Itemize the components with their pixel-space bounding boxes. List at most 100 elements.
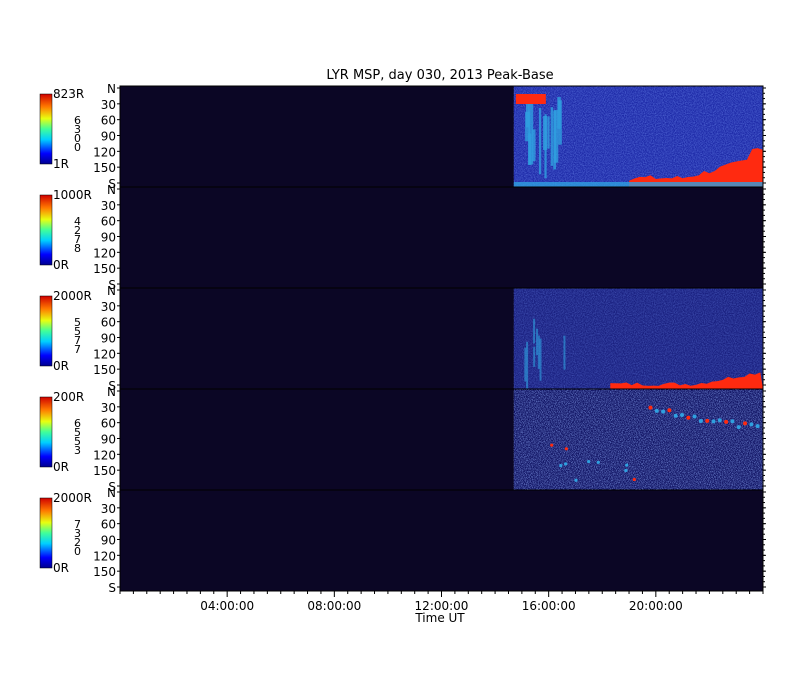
streak bbox=[547, 116, 550, 149]
emission-point bbox=[596, 460, 600, 464]
colorbar-digit: 3 bbox=[74, 123, 81, 136]
y-tick-label: 120 bbox=[93, 246, 116, 260]
emission-point bbox=[654, 408, 659, 413]
colorbar-max-label: 823R bbox=[53, 87, 84, 101]
streak bbox=[533, 346, 536, 367]
streak bbox=[550, 107, 554, 166]
bottom-band bbox=[513, 182, 763, 187]
y-tick-label: 120 bbox=[93, 448, 116, 462]
emission-patch bbox=[515, 94, 546, 104]
y-tick-label: 30 bbox=[101, 199, 116, 213]
colorbar-digit: 5 bbox=[74, 325, 81, 338]
emission-point bbox=[624, 468, 628, 473]
streak bbox=[563, 335, 566, 370]
x-axis-label: Time UT bbox=[414, 611, 465, 625]
y-tick-label: 60 bbox=[101, 114, 116, 128]
y-tick-label: S bbox=[108, 581, 116, 595]
colorbar-digit: 0 bbox=[74, 545, 81, 558]
streak bbox=[528, 133, 532, 166]
colorbar-min-label: 0R bbox=[53, 460, 69, 474]
emission-point bbox=[574, 478, 578, 482]
y-tick-label: N bbox=[107, 82, 116, 96]
y-tick-label: 90 bbox=[101, 534, 116, 548]
colorbar-max-label: 2000R bbox=[53, 491, 92, 505]
emission-point bbox=[550, 443, 554, 447]
colorbar-digit: 5 bbox=[74, 426, 81, 439]
emission-point bbox=[705, 418, 710, 423]
colorbar-digit: 3 bbox=[74, 444, 81, 457]
emission-point bbox=[755, 424, 760, 429]
y-tick-label: 60 bbox=[101, 215, 116, 229]
colorbar bbox=[39, 93, 53, 165]
y-tick-label: 150 bbox=[93, 464, 116, 478]
colorbar bbox=[39, 497, 53, 569]
emission-point bbox=[686, 415, 691, 420]
emission-point bbox=[564, 447, 568, 451]
colorbar-digit: 7 bbox=[74, 343, 81, 356]
emission-point bbox=[559, 463, 563, 468]
y-tick-label: S bbox=[108, 379, 116, 393]
y-tick-label: 150 bbox=[93, 565, 116, 579]
colorbar bbox=[39, 295, 53, 367]
data-speckle bbox=[513, 389, 763, 490]
colorbar-digit: 4 bbox=[74, 215, 81, 228]
y-tick-label: 90 bbox=[101, 130, 116, 144]
y-tick-label: N bbox=[107, 385, 116, 399]
streak bbox=[526, 341, 529, 389]
colorbar-digit: 3 bbox=[74, 527, 81, 540]
y-tick-label: 120 bbox=[93, 347, 116, 361]
emission-band bbox=[610, 372, 763, 389]
y-tick-label: S bbox=[108, 278, 116, 292]
colorbar-max-label: 1000R bbox=[53, 188, 92, 202]
x-tick-label: 20:00:00 bbox=[629, 599, 683, 613]
streak bbox=[532, 129, 536, 162]
colorbar-min-label: 0R bbox=[53, 258, 69, 272]
emission-point bbox=[724, 419, 729, 424]
streak bbox=[558, 100, 562, 145]
y-tick-label: 90 bbox=[101, 433, 116, 447]
streak bbox=[533, 318, 536, 344]
y-tick-label: 120 bbox=[93, 145, 116, 159]
emission-point bbox=[673, 413, 678, 418]
emission-point bbox=[564, 462, 568, 466]
streak bbox=[536, 328, 539, 356]
x-tick-label: 16:00:00 bbox=[522, 599, 576, 613]
colorbar-digit: 7 bbox=[74, 518, 81, 531]
y-tick-label: 150 bbox=[93, 161, 116, 175]
colorbar bbox=[39, 396, 53, 468]
y-tick-label: 30 bbox=[101, 300, 116, 314]
y-tick-label: 90 bbox=[101, 231, 116, 245]
panels-group: N306090120150S823R1R6300N306090120150S10… bbox=[39, 82, 766, 595]
colorbar-digit: 6 bbox=[74, 114, 81, 127]
y-tick-label: 150 bbox=[93, 363, 116, 377]
emission-point bbox=[736, 425, 741, 430]
colorbar-digit: 2 bbox=[74, 536, 81, 549]
emission-point bbox=[692, 414, 697, 419]
emission-point bbox=[743, 421, 748, 426]
emission-point bbox=[667, 408, 672, 413]
colorbar-min-label: 0R bbox=[53, 561, 69, 575]
colorbar-digit: 7 bbox=[74, 233, 81, 246]
data-noise bbox=[513, 288, 763, 389]
streak bbox=[524, 347, 527, 382]
colorbar-min-label: 0R bbox=[53, 359, 69, 373]
y-tick-label: N bbox=[107, 486, 116, 500]
streak bbox=[525, 102, 530, 128]
panel-background bbox=[120, 490, 763, 591]
emission-point bbox=[587, 459, 591, 464]
colorbar-max-label: 200R bbox=[53, 390, 84, 404]
colorbar-digit: 8 bbox=[74, 242, 81, 255]
emission-point bbox=[632, 477, 636, 482]
chart-title: LYR MSP, day 030, 2013 Peak-Base bbox=[326, 68, 553, 83]
y-tick-label: N bbox=[107, 183, 116, 197]
y-tick-label: S bbox=[108, 177, 116, 191]
x-tick-label: 04:00:00 bbox=[200, 599, 254, 613]
streak bbox=[528, 96, 534, 165]
y-tick-label: 60 bbox=[101, 417, 116, 431]
y-tick-label: S bbox=[108, 480, 116, 494]
y-tick-label: 30 bbox=[101, 401, 116, 415]
